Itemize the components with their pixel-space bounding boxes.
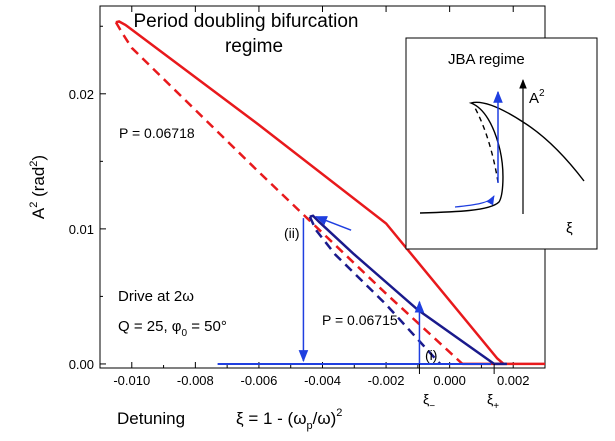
y-axis-label: A2 (rad2)	[28, 155, 48, 219]
red-stable-branch	[115, 20, 505, 365]
inset-x-label: ξ	[566, 220, 573, 237]
inset-title: JBA regime	[448, 51, 525, 68]
inset-sweep-path	[454, 195, 495, 208]
x-tick-label: -0.006	[240, 373, 277, 388]
x-tick-label: -0.002	[368, 373, 405, 388]
data-lines	[114, 20, 545, 374]
x-axis-label: Detuning	[117, 409, 185, 428]
sweep-direction-arrow	[315, 216, 352, 231]
x-tick-label: 0.002	[497, 373, 530, 388]
x-axis-formula: ξ = 1 - (ωp/ω)2	[236, 407, 342, 432]
inset-jba: JBA regime A2 ξ	[405, 37, 598, 250]
axis-ticks: -0.010 -0.008 -0.006 -0.004 -0.002 0.000 0.002…	[69, 6, 545, 388]
label-drive: Drive at 2ω	[118, 288, 194, 305]
inset-frame	[405, 37, 598, 250]
label-point-i: (i)	[425, 347, 437, 363]
label-point-ii: (ii)	[284, 225, 300, 241]
label-p-high: P = 0.06718	[119, 125, 195, 141]
label-xi-minus: ξ−	[423, 391, 435, 412]
x-tick-label: -0.008	[177, 373, 214, 388]
inset-y-label: A2	[529, 88, 545, 107]
blue-stable-branch	[309, 214, 495, 365]
x-tick-label: -0.004	[304, 373, 341, 388]
chart-title-line2: regime	[225, 36, 283, 57]
label-p-low: P = 0.06715	[322, 312, 398, 328]
label-xi-plus: ξ+	[487, 391, 499, 412]
y-tick-label: 0.00	[69, 357, 94, 372]
y-tick-label: 0.01	[69, 222, 94, 237]
label-params: Q = 25, φ0 = 50°	[118, 318, 227, 339]
y-tick-label: 0.02	[69, 87, 94, 102]
x-tick-label: 0.000	[433, 373, 466, 388]
x-tick-label: -0.010	[113, 373, 150, 388]
inset-unstable-branch	[473, 105, 499, 183]
blue-unstable-branch	[308, 216, 442, 365]
chart-title-line1: Period doubling bifurcation	[134, 11, 359, 32]
inset-response-curve	[419, 101, 585, 214]
